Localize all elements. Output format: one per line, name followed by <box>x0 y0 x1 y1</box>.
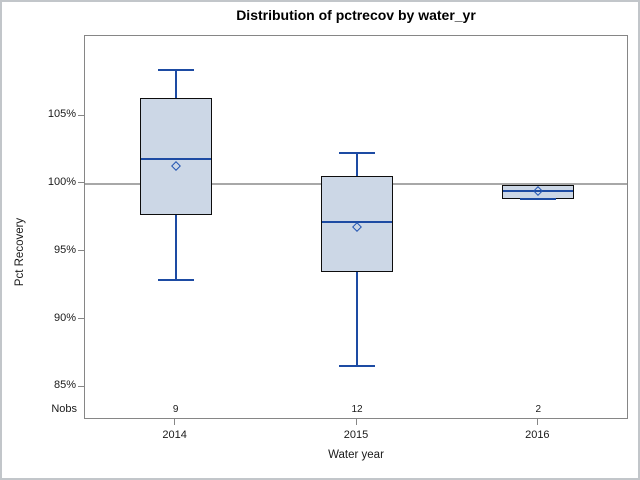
nobs-value: 12 <box>351 404 363 415</box>
nobs-value: 9 <box>172 404 179 415</box>
x-tick-label: 2014 <box>162 429 187 441</box>
x-axis-title: Water year <box>328 449 384 461</box>
x-tick-label: 2015 <box>343 429 369 441</box>
x-tick-label: 2016 <box>525 429 550 441</box>
lower-whisker-cap <box>157 279 194 282</box>
x-tick-mark <box>536 419 538 425</box>
y-tick-label: 105% <box>47 108 76 121</box>
upper-whisker <box>174 69 177 99</box>
box-2015 <box>321 175 393 273</box>
x-tick-mark <box>174 419 176 425</box>
lower-whisker <box>356 272 358 366</box>
median-line <box>503 189 574 192</box>
box-2014 <box>139 98 212 216</box>
y-tick-label: 85% <box>53 379 76 392</box>
lower-whisker-cap <box>520 197 557 200</box>
y-tick-mark <box>78 250 84 252</box>
y-tick-mark <box>78 114 84 116</box>
y-tick-label: 90% <box>53 311 76 324</box>
median-line <box>140 158 211 161</box>
lower-whisker <box>174 215 177 281</box>
y-tick-label: 95% <box>53 243 76 256</box>
y-tick-mark <box>78 385 84 387</box>
nobs-value: 2 <box>535 404 542 415</box>
median-line <box>322 220 392 223</box>
upper-whisker-cap <box>157 68 194 71</box>
chart-title: Distribution of pctrecov by water_yr <box>236 7 476 23</box>
y-tick-mark <box>78 318 84 320</box>
plot-area: 9 12 2 <box>84 35 628 419</box>
y-tick-mark <box>78 182 84 184</box>
lower-whisker-cap <box>339 364 375 367</box>
y-tick-label: 100% <box>47 175 76 188</box>
upper-whisker-cap <box>339 151 375 154</box>
nobs-row-label: Nobs <box>51 403 77 415</box>
upper-whisker <box>356 152 358 176</box>
x-tick-mark <box>355 419 357 425</box>
